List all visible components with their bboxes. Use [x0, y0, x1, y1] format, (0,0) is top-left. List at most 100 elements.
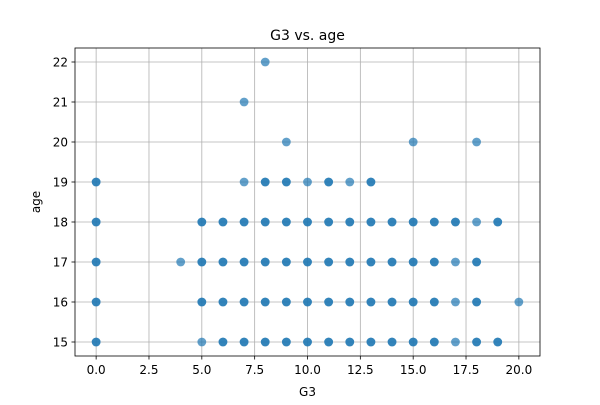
data-point [387, 257, 397, 267]
data-point [260, 57, 270, 67]
y-tick-label: 22 [53, 55, 68, 69]
data-point [408, 217, 418, 227]
data-point [303, 337, 312, 347]
data-point [429, 257, 439, 267]
x-tick-label: 0.0 [87, 363, 106, 377]
y-tick-label: 16 [53, 295, 68, 309]
data-point [324, 257, 334, 267]
data-point [260, 337, 270, 347]
data-point [303, 217, 312, 227]
data-point [281, 137, 291, 147]
data-point [260, 217, 270, 227]
data-point [472, 137, 481, 147]
data-point [429, 337, 439, 347]
data-point [451, 337, 460, 347]
data-point [324, 297, 334, 307]
y-tick-label: 15 [53, 335, 68, 349]
data-point [345, 297, 355, 307]
data-point [218, 297, 228, 307]
y-tick-label: 21 [53, 95, 68, 109]
data-point [176, 257, 186, 267]
data-point [197, 297, 207, 307]
data-point [281, 297, 291, 307]
y-tick-label: 17 [53, 255, 68, 269]
data-point [218, 257, 228, 267]
data-point [218, 217, 228, 227]
data-point [324, 217, 334, 227]
x-tick-label: 10.0 [294, 363, 321, 377]
x-tick-label: 2.5 [139, 363, 158, 377]
x-tick-label: 5.0 [192, 363, 211, 377]
data-point [303, 297, 312, 307]
data-point [408, 137, 418, 147]
data-point [345, 217, 355, 227]
data-point [324, 177, 334, 187]
y-axis-label: age [29, 191, 43, 213]
data-point [366, 337, 376, 347]
data-point [91, 337, 101, 347]
data-point [324, 337, 334, 347]
data-point [239, 297, 249, 307]
data-point [345, 177, 355, 187]
x-tick-label: 7.5 [245, 363, 264, 377]
data-point [91, 257, 101, 267]
data-point [366, 257, 376, 267]
data-point [472, 217, 481, 227]
points-layer [91, 57, 524, 347]
data-point [451, 217, 460, 227]
data-point [303, 257, 312, 267]
data-point [472, 297, 481, 307]
x-tick-label: 17.5 [453, 363, 480, 377]
x-tick-label: 12.5 [347, 363, 374, 377]
data-point [281, 177, 291, 187]
data-point [91, 217, 101, 227]
data-point [239, 337, 249, 347]
data-point [303, 177, 312, 187]
x-tick-label: 20.0 [506, 363, 533, 377]
y-tick-label: 18 [53, 215, 68, 229]
data-point [281, 337, 291, 347]
grid-layer [75, 48, 540, 356]
data-point [493, 337, 503, 347]
x-tick-label: 15.0 [400, 363, 427, 377]
data-point [218, 337, 228, 347]
data-point [366, 177, 376, 187]
data-point [345, 257, 355, 267]
data-point [91, 297, 101, 307]
data-point [408, 337, 418, 347]
ticks-layer: 0.0 2.5 5.0 7.5 10.0 12.5 15.0 17.5 20.0 15 16 17 18… [53, 55, 533, 377]
data-point [260, 257, 270, 267]
x-axis-label: G3 [299, 385, 316, 399]
data-point [387, 337, 397, 347]
data-point [451, 257, 460, 267]
data-point [260, 297, 270, 307]
data-point [197, 257, 207, 267]
data-point [281, 257, 291, 267]
data-point [408, 257, 418, 267]
y-tick-label: 20 [53, 135, 68, 149]
data-point [91, 177, 101, 187]
data-point [366, 297, 376, 307]
y-tick-label: 19 [53, 175, 68, 189]
data-point [514, 297, 524, 307]
data-point [345, 337, 355, 347]
data-point [281, 217, 291, 227]
chart-title: G3 vs. age [270, 28, 345, 44]
data-point [387, 217, 397, 227]
data-point [239, 177, 249, 187]
data-point [429, 297, 439, 307]
data-point [472, 337, 481, 347]
data-point [239, 217, 249, 227]
data-point [493, 217, 503, 227]
data-point [387, 297, 397, 307]
data-point [239, 257, 249, 267]
data-point [366, 217, 376, 227]
data-point [451, 297, 460, 307]
data-point [472, 257, 481, 267]
data-point [260, 177, 270, 187]
data-point [239, 97, 249, 107]
data-point [197, 337, 207, 347]
data-point [197, 217, 207, 227]
